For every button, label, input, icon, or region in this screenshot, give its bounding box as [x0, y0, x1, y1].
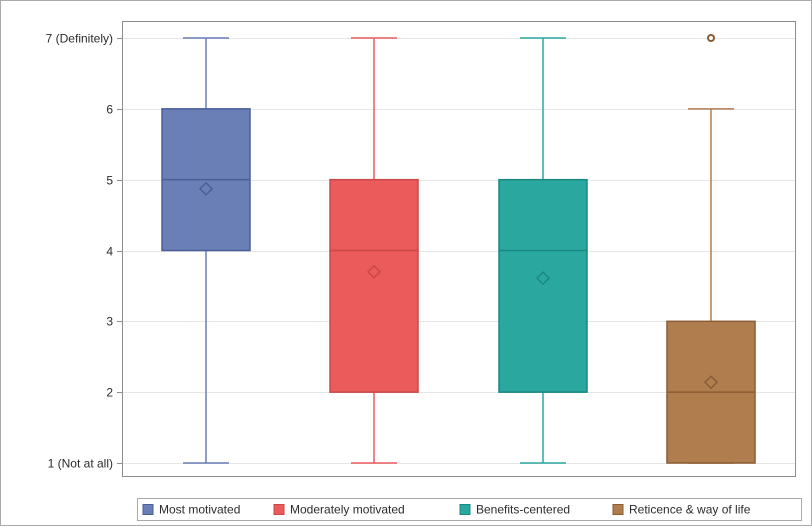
box-4: [666, 34, 756, 464]
y-tick-label: 6: [106, 103, 113, 117]
y-tick-label: 5: [106, 174, 113, 188]
y-tick-label: 7 (Definitely): [46, 32, 113, 46]
y-tick-label: 2: [106, 386, 113, 400]
y-tick-label: 3: [106, 315, 113, 329]
outlier-point: [707, 34, 715, 42]
box-1: [161, 37, 251, 464]
legend: Most motivated Moderately motivated Benefi…: [137, 498, 802, 521]
legend-swatch: [612, 504, 624, 515]
legend-swatch: [459, 504, 471, 515]
legend-label: Most motivated: [159, 503, 240, 517]
y-tick-label: 1 (Not at all): [48, 457, 113, 471]
legend-swatch: [273, 504, 285, 515]
y-tick-label: 4: [106, 245, 113, 259]
box-2: [329, 37, 419, 464]
mean-marker: [535, 271, 551, 286]
iqr-box: [329, 178, 419, 393]
legend-label: Benefits-centered: [476, 503, 570, 517]
mean-marker: [703, 375, 719, 390]
boxes: [161, 34, 756, 464]
plot-frame: [122, 21, 796, 477]
legend-label: Moderately motivated: [290, 503, 405, 517]
legend-label: Reticence & way of life: [629, 503, 751, 517]
box-3: [498, 37, 588, 464]
legend-swatch: [142, 504, 154, 515]
mean-marker: [198, 181, 214, 196]
iqr-box: [498, 178, 588, 393]
y-axis: 1 (Not at all) 2 3 4 5 6 7 (Definitely): [46, 32, 122, 471]
mean-marker: [366, 264, 382, 279]
